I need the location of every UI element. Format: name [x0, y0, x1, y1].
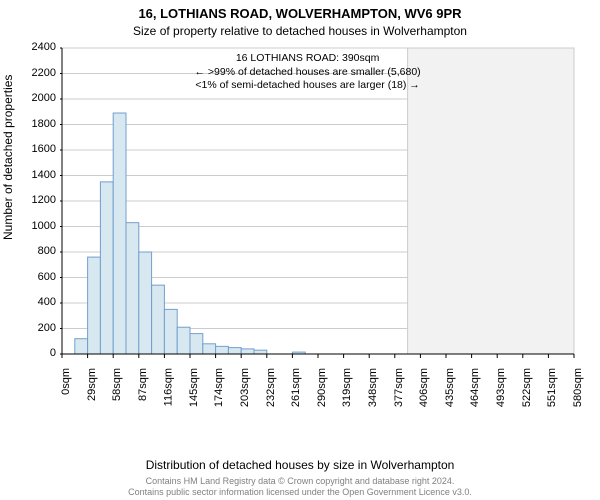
x-tick-label: 551sqm	[546, 368, 558, 407]
x-tick-label: 0sqm	[60, 368, 72, 395]
footer-text: Contains HM Land Registry data © Crown c…	[0, 476, 600, 500]
y-tick-label: 1000	[6, 220, 56, 232]
x-tick-label: 29sqm	[86, 368, 98, 401]
histogram-bar	[126, 223, 139, 354]
x-tick-label: 261sqm	[290, 368, 302, 407]
x-tick-label: 145sqm	[188, 368, 200, 407]
histogram-bar	[139, 252, 152, 354]
x-tick-label: 406sqm	[418, 368, 430, 407]
y-tick-label: 1800	[6, 118, 56, 130]
y-tick-label: 1200	[6, 194, 56, 206]
y-tick-label: 2000	[6, 92, 56, 104]
plot-area: 0200400600800100012001400160018002000220…	[60, 46, 580, 406]
histogram-bar	[228, 348, 241, 354]
annotation-line-2: ← >99% of detached houses are smaller (5…	[168, 66, 448, 80]
x-tick-label: 435sqm	[444, 368, 456, 407]
plot-svg	[60, 46, 580, 406]
histogram-bar	[190, 334, 203, 354]
histogram-bar	[113, 113, 126, 354]
histogram-bar	[88, 257, 101, 354]
x-tick-label: 174sqm	[214, 368, 226, 407]
annotation-box: 16 LOTHIANS ROAD: 390sqm← >99% of detach…	[168, 52, 448, 93]
y-tick-label: 800	[6, 245, 56, 257]
x-tick-label: 319sqm	[342, 368, 354, 407]
x-tick-label: 290sqm	[316, 368, 328, 407]
footer-line-1: Contains HM Land Registry data © Crown c…	[0, 476, 600, 487]
x-axis-label: Distribution of detached houses by size …	[0, 458, 600, 472]
x-tick-label: 116sqm	[162, 368, 174, 406]
x-tick-label: 464sqm	[470, 368, 482, 407]
x-tick-label: 87sqm	[137, 368, 149, 401]
histogram-bar	[177, 327, 190, 354]
histogram-bar	[203, 344, 216, 354]
x-tick-label: 348sqm	[367, 368, 379, 407]
x-tick-label: 203sqm	[239, 368, 251, 407]
x-tick-label: 377sqm	[393, 368, 405, 407]
x-tick-label: 493sqm	[495, 368, 507, 407]
footer-line-2: Contains public sector information licen…	[0, 487, 600, 498]
annotation-line-1: 16 LOTHIANS ROAD: 390sqm	[168, 52, 448, 66]
y-tick-label: 200	[6, 322, 56, 334]
histogram-bar	[75, 339, 88, 354]
y-tick-label: 0	[6, 347, 56, 359]
chart-title: 16, LOTHIANS ROAD, WOLVERHAMPTON, WV6 9P…	[0, 6, 600, 21]
histogram-bar	[241, 349, 254, 354]
y-tick-label: 1600	[6, 143, 56, 155]
chart-root: { "title": "16, LOTHIANS ROAD, WOLVERHAM…	[0, 0, 600, 500]
histogram-bar	[254, 350, 267, 354]
histogram-bar	[216, 346, 229, 354]
x-tick-label: 580sqm	[572, 368, 584, 407]
y-tick-label: 600	[6, 271, 56, 283]
x-tick-label: 58sqm	[111, 368, 123, 401]
x-tick-label: 522sqm	[521, 368, 533, 407]
y-tick-label: 1400	[6, 169, 56, 181]
histogram-bar	[100, 182, 113, 354]
x-tick-label: 232sqm	[265, 368, 277, 407]
y-tick-label: 2200	[6, 67, 56, 79]
chart-subtitle: Size of property relative to detached ho…	[0, 24, 600, 38]
annotation-line-3: <1% of semi-detached houses are larger (…	[168, 79, 448, 93]
histogram-bar	[164, 309, 177, 354]
y-tick-label: 2400	[6, 41, 56, 53]
histogram-bar	[152, 285, 165, 354]
y-tick-label: 400	[6, 296, 56, 308]
